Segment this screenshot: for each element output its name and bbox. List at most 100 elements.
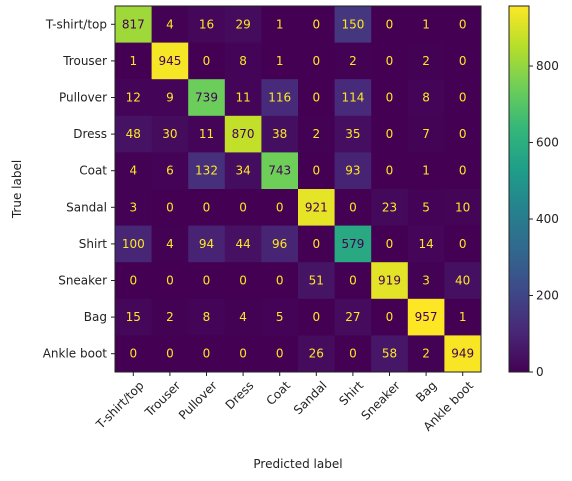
heatmap-cell-r4-c6	[334, 152, 372, 190]
cell-value-r3-c1: 30	[162, 127, 177, 141]
heatmap-cell-r9-c8	[407, 335, 445, 373]
cell-value-r1-c2: 0	[203, 54, 211, 68]
heatmap-cell-r3-c0	[115, 115, 152, 153]
cell-value-r0-c7: 0	[386, 17, 394, 31]
heatmap-cell-r1-c9	[444, 42, 482, 80]
heatmap-cell-r7-c1	[151, 262, 189, 300]
cell-value-r6-c4: 96	[272, 237, 287, 251]
cell-value-r8-c5: 0	[312, 310, 320, 324]
heatmap-cell-r9-c5	[298, 335, 335, 373]
heatmap-cell-r7-c0	[115, 262, 152, 300]
heatmap-cell-r3-c3	[224, 115, 262, 153]
cell-value-r3-c4: 38	[272, 127, 287, 141]
heatmap-cell-r5-c0	[115, 189, 152, 226]
cell-value-r3-c9: 0	[459, 127, 467, 141]
y-tick-label: Trouser	[62, 54, 107, 68]
heatmap-cell-r8-c1	[151, 298, 189, 336]
cell-value-r9-c6: 0	[349, 347, 357, 361]
cell-value-r7-c9: 40	[455, 274, 470, 288]
heatmap-cell-r7-c7	[371, 262, 409, 300]
cell-value-r6-c2: 94	[199, 237, 214, 251]
cell-value-r3-c0: 48	[126, 127, 141, 141]
y-axis-ticks: T-shirt/top Trouser Pullover Dress Coat Sanda…	[43, 17, 115, 361]
heatmap-cell-labels: 817 4 16 29 1 0 150 0 1 01 945 0 8 1 0 2 0 2 012 9 739 11 116 0…	[122, 17, 474, 360]
cell-value-r9-c4: 0	[276, 347, 284, 361]
heatmap-cell-r2-c9	[444, 79, 482, 117]
heatmap-cell-r2-c5	[298, 79, 335, 117]
cell-value-r4-c6: 93	[345, 164, 360, 178]
cell-value-r0-c4: 1	[276, 17, 284, 31]
heatmap-cell-r8-c4	[261, 298, 299, 336]
heatmap-cell-r6-c3	[224, 225, 262, 263]
y-tick-label: Bag	[84, 310, 107, 324]
cell-value-r9-c2: 0	[203, 347, 211, 361]
cell-value-r5-c3: 0	[239, 200, 247, 214]
heatmap-cell-r9-c2	[188, 335, 226, 373]
colorbar-tick-label: 400	[536, 212, 559, 226]
cell-value-r0-c2: 16	[199, 17, 214, 31]
heatmap-cell-r6-c9	[444, 225, 482, 263]
cell-value-r4-c1: 6	[166, 164, 174, 178]
cell-value-r5-c5: 921	[305, 200, 328, 214]
cell-value-r6-c5: 0	[312, 237, 320, 251]
cell-value-r5-c0: 3	[129, 200, 137, 214]
heatmap-cell-r7-c5	[298, 262, 335, 300]
y-tick-label: Sneaker	[58, 274, 107, 288]
cell-value-r8-c1: 2	[166, 310, 174, 324]
cell-value-r1-c9: 0	[459, 54, 467, 68]
heatmap-cell-r6-c2	[188, 225, 226, 263]
cell-value-r9-c8: 2	[422, 347, 430, 361]
cell-value-r0-c5: 0	[312, 17, 320, 31]
cell-value-r7-c1: 0	[166, 274, 174, 288]
heatmap-cell-r2-c6	[334, 79, 372, 117]
x-tick-label: Coat	[263, 378, 293, 408]
heatmap-cell-r5-c5	[298, 189, 335, 226]
cell-value-r1-c4: 1	[276, 54, 284, 68]
cell-value-r5-c7: 23	[382, 200, 397, 214]
heatmap-cell-r1-c7	[371, 42, 409, 80]
cell-value-r8-c0: 15	[126, 310, 141, 324]
heatmap-cell-r6-c8	[407, 225, 445, 263]
cell-value-r5-c4: 0	[276, 200, 284, 214]
cell-value-r5-c6: 0	[349, 200, 357, 214]
cell-value-r6-c0: 100	[122, 237, 145, 251]
heatmap-cell-r4-c3	[224, 152, 262, 190]
heatmap-cell-r5-c2	[188, 189, 226, 226]
cell-value-r1-c0: 1	[129, 54, 137, 68]
heatmap-cell-r0-c2	[188, 6, 226, 43]
cell-value-r0-c6: 150	[341, 17, 364, 31]
x-axis-label: Predicted label	[253, 457, 342, 471]
cell-value-r8-c9: 1	[459, 310, 467, 324]
cell-value-r1-c1: 945	[158, 54, 181, 68]
cell-value-r8-c7: 0	[386, 310, 394, 324]
heatmap-cell-r3-c8	[407, 115, 445, 153]
heatmap-cell-r4-c1	[151, 152, 189, 190]
colorbar-frame	[508, 5, 530, 373]
heatmap-cell-r3-c9	[444, 115, 482, 153]
cell-value-r3-c2: 11	[199, 127, 214, 141]
heatmap-cell-r9-c6	[334, 335, 372, 373]
cell-value-r7-c0: 0	[129, 274, 137, 288]
cell-value-r2-c3: 11	[235, 91, 250, 105]
cell-value-r2-c1: 9	[166, 91, 174, 105]
heatmap-cell-r2-c2	[188, 79, 226, 117]
heatmap-cell-r2-c8	[407, 79, 445, 117]
cell-value-r6-c3: 44	[235, 237, 250, 251]
x-tick-label: Bag	[413, 378, 439, 404]
heatmap-cell-r1-c1	[151, 42, 189, 80]
x-tick-label: T-shirt/top	[93, 378, 147, 432]
y-tick-label: Shirt	[79, 237, 107, 251]
heatmap-cell-r3-c5	[298, 115, 335, 153]
cell-value-r1-c3: 8	[239, 54, 247, 68]
cell-value-r1-c8: 2	[422, 54, 430, 68]
heatmap-cell-r4-c4	[261, 152, 299, 190]
cell-value-r4-c3: 34	[235, 164, 250, 178]
heatmap-cell-r1-c5	[298, 42, 335, 80]
heatmap-cell-r1-c0	[115, 42, 152, 80]
y-tick-label: Ankle boot	[43, 347, 108, 361]
cell-value-r6-c9: 0	[459, 237, 467, 251]
heatmap-cell-r4-c5	[298, 152, 335, 190]
cell-value-r7-c7: 919	[378, 274, 401, 288]
heatmap-cell-r3-c1	[151, 115, 189, 153]
heatmap-cell-r5-c4	[261, 189, 299, 226]
